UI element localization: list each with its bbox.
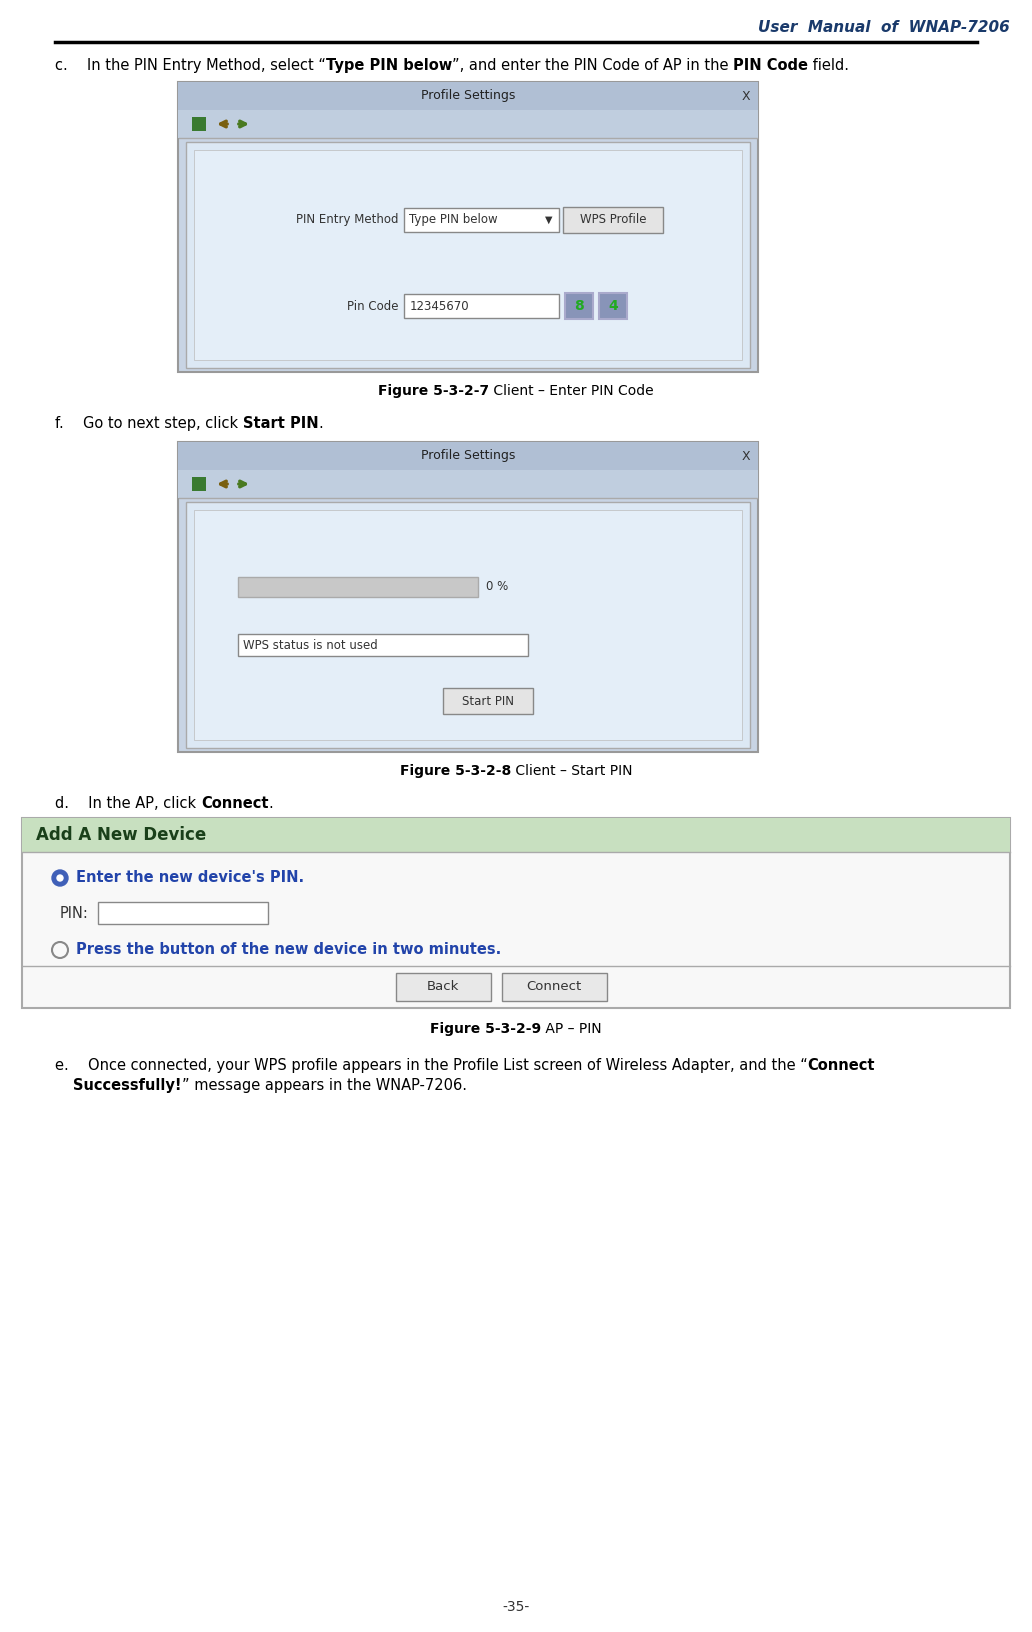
FancyBboxPatch shape [194, 509, 742, 739]
FancyBboxPatch shape [238, 576, 478, 597]
Text: d.  In the AP, click: d. In the AP, click [55, 796, 201, 811]
FancyBboxPatch shape [98, 902, 268, 924]
FancyBboxPatch shape [192, 118, 206, 131]
Text: -35-: -35- [503, 1599, 529, 1614]
Text: Connect: Connect [526, 981, 582, 994]
FancyBboxPatch shape [186, 142, 750, 367]
Text: PIN Code: PIN Code [734, 59, 808, 73]
Text: field.: field. [808, 59, 849, 73]
Text: .: . [268, 796, 273, 811]
FancyBboxPatch shape [600, 294, 627, 320]
Text: Figure 5-3-2-7: Figure 5-3-2-7 [378, 384, 489, 398]
Text: WPS status is not used: WPS status is not used [243, 638, 378, 651]
FancyBboxPatch shape [178, 470, 757, 498]
Text: e.  Once connected, your WPS profile appears in the Profile List screen of Wirel: e. Once connected, your WPS profile appe… [55, 1058, 808, 1072]
Text: 8: 8 [575, 300, 584, 313]
Text: 4: 4 [608, 300, 618, 313]
Text: f.  Go to next step, click: f. Go to next step, click [55, 416, 243, 431]
FancyBboxPatch shape [405, 207, 559, 232]
Text: Pin Code: Pin Code [347, 300, 398, 313]
Text: Profile Settings: Profile Settings [421, 449, 515, 462]
Text: Figure 5-3-2-9: Figure 5-3-2-9 [430, 1022, 541, 1036]
FancyBboxPatch shape [566, 294, 593, 320]
Text: WPS Profile: WPS Profile [580, 214, 646, 227]
Text: ▼: ▼ [546, 215, 553, 225]
FancyBboxPatch shape [238, 635, 528, 656]
Text: c.  In the PIN Entry Method, select “: c. In the PIN Entry Method, select “ [55, 59, 326, 73]
Text: ” message appears in the WNAP-7206.: ” message appears in the WNAP-7206. [182, 1079, 466, 1093]
FancyBboxPatch shape [443, 689, 533, 715]
Text: Profile Settings: Profile Settings [421, 90, 515, 103]
FancyBboxPatch shape [22, 818, 1010, 1009]
Text: Enter the new device's PIN.: Enter the new device's PIN. [76, 870, 304, 886]
Circle shape [57, 875, 63, 881]
Text: PIN Entry Method: PIN Entry Method [296, 214, 398, 227]
Text: ”, and enter the PIN Code of AP in the: ”, and enter the PIN Code of AP in the [452, 59, 734, 73]
Text: AP – PIN: AP – PIN [541, 1022, 602, 1036]
FancyBboxPatch shape [502, 973, 607, 1000]
Text: X: X [742, 449, 750, 462]
Text: Client – Start PIN: Client – Start PIN [511, 764, 633, 778]
Circle shape [52, 870, 68, 886]
FancyBboxPatch shape [22, 818, 1010, 852]
FancyBboxPatch shape [178, 82, 757, 372]
Text: Start PIN: Start PIN [462, 695, 514, 708]
Text: .: . [319, 416, 323, 431]
FancyBboxPatch shape [194, 150, 742, 361]
FancyBboxPatch shape [563, 207, 664, 233]
Text: Add A New Device: Add A New Device [36, 826, 206, 844]
Text: Connect: Connect [201, 796, 268, 811]
Text: Start PIN: Start PIN [243, 416, 319, 431]
FancyBboxPatch shape [178, 82, 757, 109]
Text: Client – Enter PIN Code: Client – Enter PIN Code [489, 384, 654, 398]
Text: Connect: Connect [808, 1058, 875, 1072]
Text: PIN:: PIN: [60, 906, 89, 920]
Text: Press the button of the new device in two minutes.: Press the button of the new device in tw… [76, 943, 502, 958]
Text: Figure 5-3-2-8: Figure 5-3-2-8 [399, 764, 511, 778]
FancyBboxPatch shape [178, 442, 757, 752]
FancyBboxPatch shape [396, 973, 491, 1000]
Text: Back: Back [427, 981, 459, 994]
FancyBboxPatch shape [186, 503, 750, 747]
Text: 12345670: 12345670 [410, 300, 469, 313]
Text: 0 %: 0 % [486, 581, 508, 594]
FancyBboxPatch shape [178, 442, 757, 470]
Text: X: X [742, 90, 750, 103]
FancyBboxPatch shape [178, 109, 757, 139]
Text: User  Manual  of  WNAP-7206: User Manual of WNAP-7206 [759, 20, 1010, 34]
Text: Successfully!: Successfully! [73, 1079, 182, 1093]
Text: Type PIN below: Type PIN below [410, 214, 497, 227]
FancyBboxPatch shape [405, 294, 559, 318]
Text: Type PIN below: Type PIN below [326, 59, 452, 73]
FancyBboxPatch shape [192, 477, 206, 491]
